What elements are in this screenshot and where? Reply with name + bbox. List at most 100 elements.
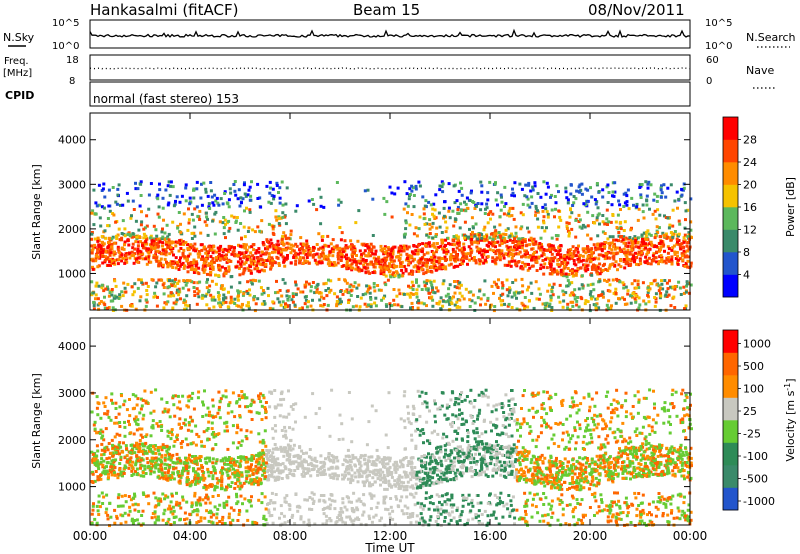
echo-cell bbox=[407, 245, 411, 249]
echo-cell bbox=[429, 281, 433, 284]
echo-cell bbox=[307, 199, 311, 203]
echo-cell bbox=[642, 247, 646, 251]
echo-cell bbox=[550, 236, 554, 240]
echo-cell bbox=[367, 303, 370, 307]
echo-cell bbox=[571, 291, 575, 295]
echo-cell bbox=[234, 265, 238, 269]
echo-cell bbox=[666, 251, 670, 255]
echo-cell bbox=[91, 259, 95, 263]
echo-cell bbox=[302, 243, 306, 247]
echo-cell bbox=[249, 251, 253, 255]
echo-cell bbox=[470, 238, 474, 241]
echo-cell bbox=[684, 304, 688, 308]
echo-cell bbox=[271, 243, 275, 247]
echo-cell bbox=[141, 522, 145, 526]
echo-cell bbox=[211, 461, 215, 465]
echo-cell bbox=[313, 291, 317, 295]
echo-cell bbox=[156, 197, 160, 201]
echo-cell bbox=[347, 291, 351, 295]
echo-cell bbox=[273, 443, 277, 446]
echo-cell bbox=[472, 256, 476, 259]
echo-cell bbox=[589, 237, 593, 241]
echo-cell bbox=[572, 259, 576, 262]
echo-cell bbox=[251, 254, 255, 258]
echo-cell bbox=[469, 290, 473, 294]
echo-cell bbox=[226, 447, 230, 451]
echo-cell bbox=[526, 226, 529, 230]
echo-cell bbox=[274, 209, 278, 213]
echo-cell bbox=[169, 264, 173, 268]
echo-cell bbox=[488, 180, 492, 184]
echo-cell bbox=[668, 259, 672, 263]
echo-cell bbox=[354, 267, 358, 271]
echo-cell bbox=[566, 267, 570, 270]
echo-cell bbox=[450, 302, 454, 306]
echo-cell bbox=[211, 457, 215, 461]
echo-cell bbox=[294, 242, 298, 246]
echo-cell bbox=[444, 300, 448, 304]
echo-cell bbox=[646, 248, 650, 252]
echo-cell bbox=[362, 251, 366, 255]
echo-cell bbox=[168, 285, 171, 289]
echo-cell bbox=[470, 216, 474, 220]
echo-cell bbox=[184, 241, 188, 245]
echo-cell bbox=[280, 237, 284, 241]
echo-cell bbox=[622, 192, 626, 196]
echo-cell bbox=[338, 246, 342, 250]
echo-cell bbox=[219, 286, 223, 290]
echo-cell bbox=[302, 251, 306, 255]
echo-cell bbox=[262, 291, 266, 295]
echo-cell bbox=[520, 277, 524, 281]
echo-cell bbox=[523, 296, 527, 299]
echo-cell bbox=[595, 216, 599, 220]
echo-cell bbox=[467, 245, 471, 249]
echo-cell bbox=[612, 257, 616, 261]
echo-cell bbox=[659, 292, 663, 295]
echo-cell bbox=[275, 181, 279, 185]
echo-cell bbox=[169, 245, 173, 249]
echo-cell bbox=[324, 244, 328, 248]
echo-cell bbox=[96, 255, 100, 259]
echo-cell bbox=[507, 254, 511, 258]
echo-cell bbox=[517, 260, 521, 263]
echo-cell bbox=[670, 445, 674, 449]
freq-label: Freq. bbox=[4, 56, 29, 67]
echo-cell bbox=[398, 265, 402, 268]
echo-cell bbox=[304, 243, 308, 247]
echo-cell bbox=[291, 292, 295, 296]
echo-cell bbox=[410, 465, 413, 469]
echo-cell bbox=[440, 471, 444, 475]
echo-cell bbox=[161, 206, 165, 210]
echo-cell bbox=[660, 407, 664, 411]
echo-cell bbox=[245, 304, 249, 308]
echo-cell bbox=[475, 431, 479, 435]
echo-cell bbox=[342, 264, 346, 268]
echo-cell bbox=[452, 464, 456, 468]
echo-cell bbox=[202, 270, 206, 274]
echo-cell bbox=[220, 284, 224, 288]
echo-cell bbox=[200, 182, 203, 186]
echo-cell bbox=[284, 302, 287, 306]
echo-cell bbox=[605, 185, 609, 189]
echo-cell bbox=[593, 221, 597, 225]
echo-cell bbox=[236, 446, 240, 450]
echo-cell bbox=[369, 305, 373, 309]
echo-cell bbox=[597, 257, 601, 261]
echo-cell bbox=[603, 278, 606, 282]
echo-cell bbox=[131, 242, 135, 246]
echo-cell bbox=[460, 186, 464, 190]
echo-cell bbox=[653, 245, 657, 249]
echo-cell bbox=[190, 503, 194, 507]
echo-cell bbox=[509, 247, 513, 251]
echo-cell bbox=[558, 215, 562, 219]
echo-cell bbox=[531, 264, 535, 268]
echo-cell bbox=[562, 293, 566, 297]
echo-cell bbox=[609, 251, 613, 255]
echo-cell bbox=[689, 197, 693, 201]
colorbar-segment bbox=[723, 184, 738, 208]
echo-cell bbox=[410, 254, 414, 258]
echo-cell bbox=[138, 252, 142, 256]
echo-cell bbox=[519, 211, 523, 215]
echo-cell bbox=[405, 512, 409, 516]
echo-cell bbox=[438, 300, 442, 304]
